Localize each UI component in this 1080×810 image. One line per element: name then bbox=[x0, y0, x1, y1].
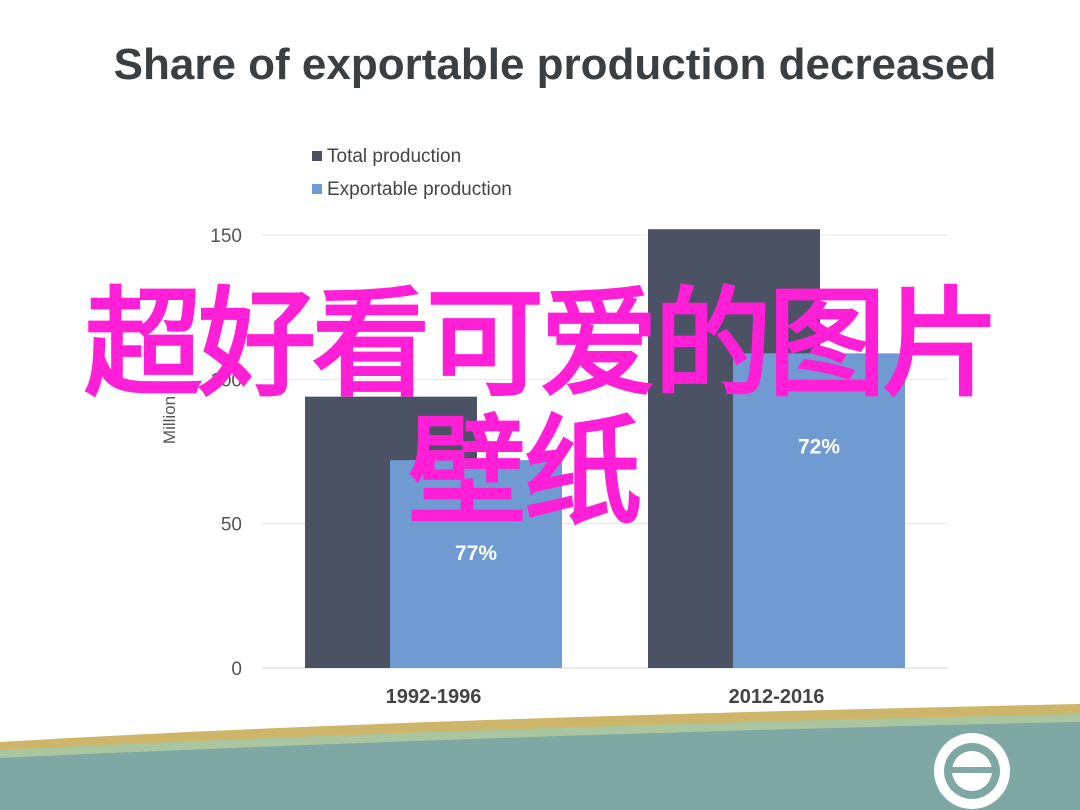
data-label: 72% bbox=[798, 435, 840, 458]
bar-exportable-production bbox=[390, 460, 562, 668]
bar-exportable-production bbox=[733, 353, 905, 668]
slide-title: Share of exportable production decreased bbox=[113, 40, 997, 89]
legend-swatch-total bbox=[312, 151, 322, 161]
legend-label: Total production bbox=[327, 146, 461, 167]
logo-icon bbox=[934, 733, 1010, 809]
x-tick-label: 2012-2016 bbox=[729, 686, 825, 708]
footer-teal-band bbox=[0, 722, 1080, 810]
y-tick-label: 150 bbox=[210, 226, 242, 247]
legend-label: Exportable production bbox=[327, 179, 512, 200]
y-tick-label: 100 bbox=[210, 370, 242, 391]
y-tick-label: 0 bbox=[231, 659, 242, 680]
y-tick-label: 50 bbox=[221, 515, 242, 536]
y-axis-label: Million bbox=[160, 396, 179, 444]
legend-swatch-exportable bbox=[312, 184, 322, 194]
x-tick-label: 1992-1996 bbox=[386, 686, 482, 708]
data-label: 77% bbox=[455, 542, 497, 565]
footer-gold-stripe bbox=[0, 704, 1080, 752]
